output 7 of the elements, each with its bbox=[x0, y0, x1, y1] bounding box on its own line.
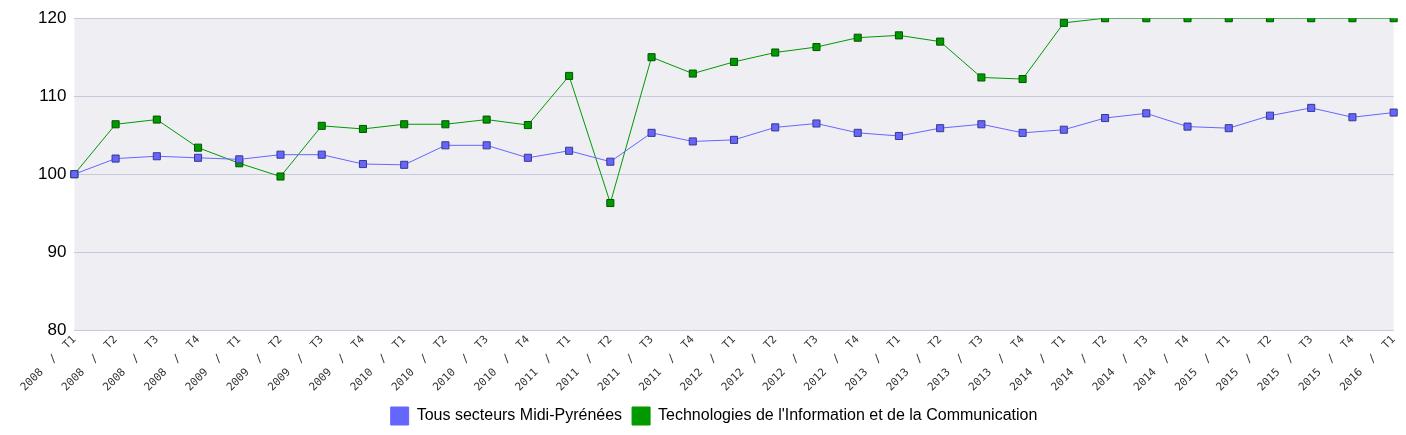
legend-label: Tous secteurs Midi-Pyrénées bbox=[416, 406, 623, 424]
y-tick-label: 80 bbox=[47, 319, 67, 339]
legend-label: Technologies de l'Information et de la Communication bbox=[658, 406, 1038, 424]
y-tick-label: 90 bbox=[47, 241, 67, 261]
y-tick-label: 100 bbox=[37, 163, 67, 183]
y-tick-label: 120 bbox=[37, 7, 67, 27]
y-tick-label: 110 bbox=[39, 85, 67, 105]
